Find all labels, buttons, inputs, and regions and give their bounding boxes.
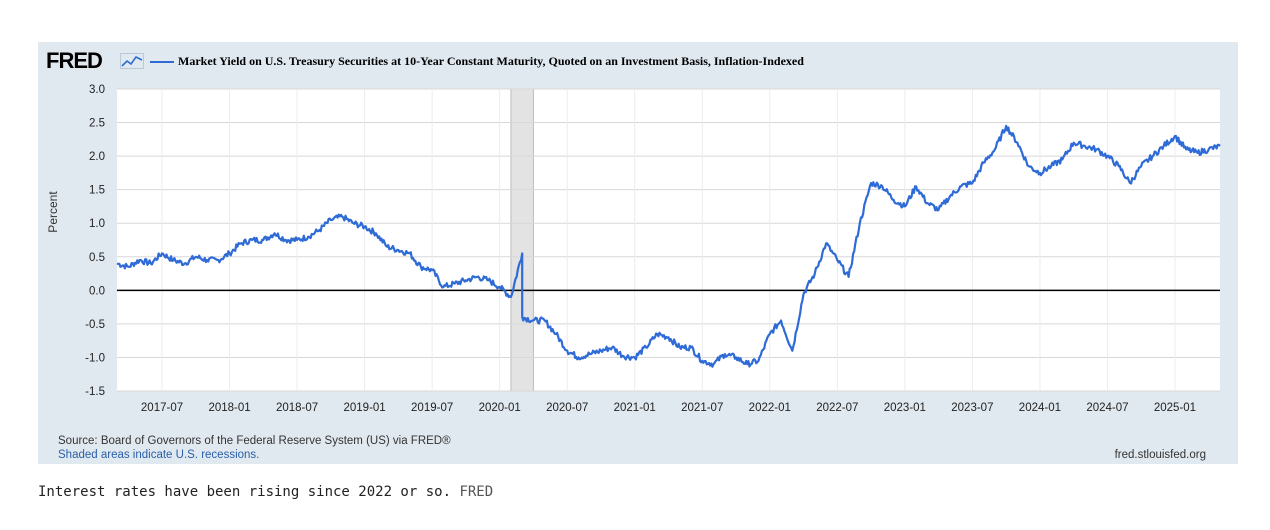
x-tick-label: 2019-07 [411, 402, 453, 414]
x-tick-labels: 2017-07 2018-01 2018-07 2019-01 2019-07 2020-… [141, 402, 1196, 414]
source-note: Source: Board of Governors of the Federa… [58, 435, 451, 447]
y-tick-label: 0.0 [89, 285, 105, 297]
line-graph-icon [120, 53, 144, 69]
caption: Interest rates have been rising since 20… [38, 484, 493, 500]
x-tick-label: 2024-07 [1086, 402, 1128, 414]
y-tick-label: 2.0 [89, 151, 105, 163]
site-url[interactable]: fred.stlouisfed.org [1114, 449, 1206, 461]
y-tick-label: 1.5 [89, 185, 105, 197]
recession-band [510, 88, 534, 392]
caption-source[interactable]: FRED [459, 484, 494, 500]
x-tick-label: 2025-01 [1154, 402, 1196, 414]
recession-layer [510, 88, 534, 392]
x-tick-label: 2018-01 [208, 402, 250, 414]
x-tick-label: 2017-07 [141, 402, 183, 414]
x-tick-label: 2018-07 [276, 402, 318, 414]
x-tick-label: 2022-01 [749, 402, 791, 414]
x-tick-label: 2021-07 [681, 402, 723, 414]
x-tick-label: 2023-01 [884, 402, 926, 414]
chart-svg: 3.0 2.5 2.0 1.5 1.0 0.5 0.0 -0.5 -1.0 -1.5 2017-0… [85, 84, 1221, 414]
x-tick-label: 2019-01 [344, 402, 386, 414]
caption-text: Interest rates have been rising since 20… [38, 484, 452, 500]
x-tick-label: 2022-07 [816, 402, 858, 414]
x-tick-label: 2020-01 [479, 402, 521, 414]
x-tick-label: 2023-07 [951, 402, 993, 414]
fred-logo[interactable]: FRED [46, 48, 103, 73]
y-tick-label: 3.0 [89, 84, 105, 96]
y-tick-label: 1.0 [89, 218, 105, 230]
legend-swatch [150, 61, 174, 63]
y-tick-label: 0.5 [89, 252, 105, 264]
y-tick-label: -1.0 [85, 352, 105, 364]
series-line [116, 124, 1221, 368]
y-tick-label: -0.5 [85, 319, 105, 331]
chart-frame: FRED Market Yield on U.S. Treasury Secur… [38, 42, 1238, 464]
y-tick-label: 2.5 [89, 118, 105, 130]
x-tick-label: 2020-07 [546, 402, 588, 414]
y-tick-labels: 3.0 2.5 2.0 1.5 1.0 0.5 0.0 -0.5 -1.0 -1.5 [85, 84, 105, 398]
x-tick-label: 2024-01 [1019, 402, 1061, 414]
series-layer [116, 124, 1221, 368]
x-tick-label: 2021-01 [614, 402, 656, 414]
legend-label[interactable]: Market Yield on U.S. Treasury Securities… [178, 54, 804, 68]
y-tick-label: -1.5 [85, 386, 105, 398]
shaded-areas-link[interactable]: Shaded areas indicate U.S. recessions. [58, 449, 260, 461]
